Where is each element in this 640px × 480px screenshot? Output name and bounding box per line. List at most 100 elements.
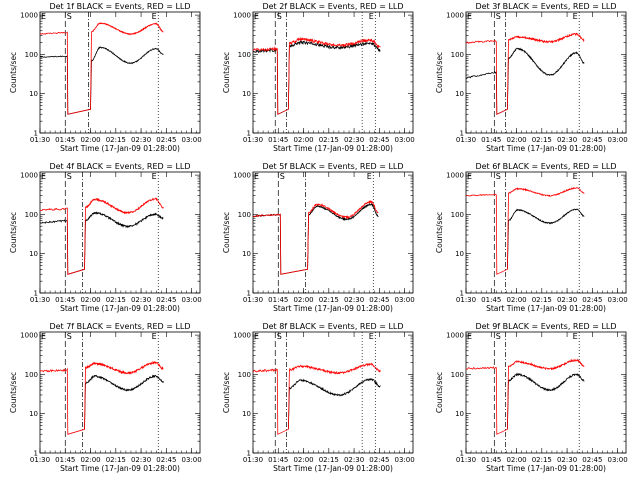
x-tick-label: 02:45 (156, 296, 176, 304)
pass-marker: E (152, 12, 157, 21)
plot-frame (252, 331, 414, 454)
x-tick-label: 01:45 (55, 296, 75, 304)
plot-frame (39, 11, 201, 134)
y-tick-label: 1 (460, 130, 464, 138)
x-tick-label: 02:00 (506, 296, 526, 304)
panel-4: Det 4f BLACK = Events, RED = LLD 1 10 100 10… (9, 162, 202, 313)
y-tick-label: 10 (242, 250, 251, 258)
y-tick-label: 100 (451, 51, 464, 59)
x-tick-label: 01:30 (243, 456, 263, 464)
y-tick-label: 100 (451, 211, 464, 219)
x-tick-label: 02:15 (532, 456, 552, 464)
panel-title: Det 8f BLACK = Events, RED = LLD (262, 322, 403, 331)
x-tick-label: 02:15 (532, 136, 552, 144)
pass-marker: S (277, 12, 282, 21)
x-tick-label: 02:15 (319, 136, 339, 144)
x-tick-label: 02:30 (557, 136, 577, 144)
x-tick-label: 02:15 (106, 296, 126, 304)
y-tick-label: 10 (455, 410, 464, 418)
panel-7: Det 7f BLACK = Events, RED = LLD 1 10 100 10… (9, 322, 202, 473)
lld-series (39, 360, 164, 435)
events-series (465, 47, 585, 115)
plot-frame (252, 11, 414, 134)
x-tick-label: 01:30 (243, 136, 263, 144)
x-tick-label: 03:00 (395, 456, 415, 464)
x-axis-label: Start Time (17-Jan-09 01:28:00) (60, 304, 180, 313)
pass-marker: E (254, 12, 259, 21)
x-axis-label: Start Time (17-Jan-09 01:28:00) (273, 464, 393, 473)
y-tick-label: 10 (455, 90, 464, 98)
x-tick-label: 01:30 (243, 296, 263, 304)
x-tick-label: 03:00 (608, 456, 628, 464)
x-tick-label: 03:00 (608, 296, 628, 304)
x-axis-label: Start Time (17-Jan-09 01:28:00) (60, 464, 180, 473)
x-tick-label: 02:15 (106, 456, 126, 464)
y-tick-label: 100 (451, 371, 464, 379)
x-tick-label: 01:30 (456, 456, 476, 464)
y-axis-label: Counts/sec (222, 212, 231, 253)
x-tick-label: 02:00 (293, 296, 313, 304)
pass-marker: E (152, 332, 157, 341)
x-tick-label: 01:30 (456, 136, 476, 144)
panel-title: Det 1f BLACK = Events, RED = LLD (49, 2, 190, 11)
x-axis-label: Start Time (17-Jan-09 01:28:00) (486, 144, 606, 153)
events-series (84, 374, 164, 430)
pass-marker: E (41, 12, 46, 21)
y-tick-label: 10 (29, 90, 38, 98)
y-tick-label: 1 (34, 290, 38, 298)
x-tick-label: 02:45 (582, 136, 602, 144)
y-tick-label: 10 (455, 250, 464, 258)
plot-frame (465, 171, 627, 294)
x-tick-label: 02:30 (344, 296, 364, 304)
x-tick-label: 02:30 (344, 456, 364, 464)
y-tick-label: 100 (25, 371, 38, 379)
x-tick-label: 02:30 (131, 136, 151, 144)
x-tick-label: 02:45 (156, 136, 176, 144)
y-tick-label: 100 (238, 211, 251, 219)
events-series (507, 372, 585, 430)
events-series (507, 208, 585, 270)
x-tick-label: 02:00 (506, 456, 526, 464)
pass-marker: E (254, 172, 259, 181)
y-tick-label: 1 (34, 130, 38, 138)
pass-marker: E (573, 12, 578, 21)
x-tick-label: 01:30 (30, 296, 50, 304)
x-tick-label: 03:00 (182, 136, 202, 144)
events-series (39, 46, 164, 115)
y-tick-label: 100 (25, 211, 38, 219)
y-tick-label: 100 (238, 51, 251, 59)
y-tick-label: 100 (238, 371, 251, 379)
panel-title: Det 9f BLACK = Events, RED = LLD (475, 322, 616, 331)
pass-marker: E (367, 172, 372, 181)
x-tick-label: 02:45 (582, 296, 602, 304)
x-tick-label: 01:45 (481, 456, 501, 464)
events-series (252, 202, 379, 275)
events-series (40, 211, 164, 275)
y-axis-label: Counts/sec (222, 52, 231, 93)
y-tick-label: 1 (247, 290, 251, 298)
y-axis-label: Counts/sec (9, 212, 18, 253)
x-axis-label: Start Time (17-Jan-09 01:28:00) (273, 144, 393, 153)
x-axis-label: Start Time (17-Jan-09 01:28:00) (60, 144, 180, 153)
plot-frame (39, 331, 201, 454)
y-axis-label: Counts/sec (9, 52, 18, 93)
x-axis-label: Start Time (17-Jan-09 01:28:00) (486, 304, 606, 313)
y-tick-label: 1 (247, 450, 251, 458)
pass-marker: E (573, 172, 578, 181)
x-axis-label: Start Time (17-Jan-09 01:28:00) (273, 304, 393, 313)
y-tick-label: 1 (247, 130, 251, 138)
x-tick-label: 02:15 (532, 296, 552, 304)
lld-series (40, 197, 164, 275)
pass-marker: E (254, 332, 259, 341)
lld-series (465, 358, 585, 435)
pass-marker: E (467, 332, 472, 341)
x-tick-label: 01:45 (268, 456, 288, 464)
x-tick-label: 02:00 (80, 136, 100, 144)
pass-marker: S (67, 12, 72, 21)
y-axis-label: Counts/sec (435, 372, 444, 413)
y-tick-label: 1000 (20, 172, 38, 180)
y-tick-label: 1000 (233, 332, 251, 340)
y-tick-label: 10 (242, 410, 251, 418)
plot-frame (465, 331, 627, 454)
x-tick-label: 01:45 (268, 296, 288, 304)
